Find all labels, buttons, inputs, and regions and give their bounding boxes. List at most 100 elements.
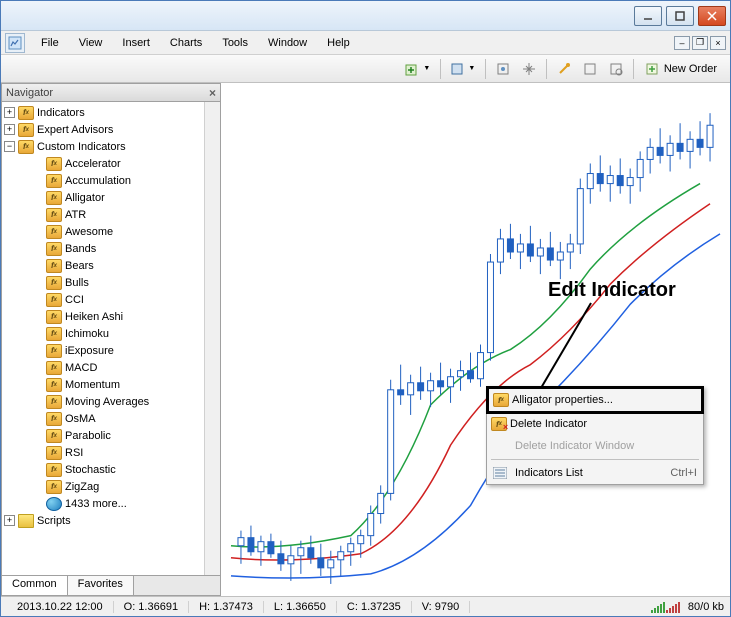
status-low: L: 1.36650 (264, 601, 337, 613)
cursor-button[interactable] (517, 58, 541, 80)
crosshair-button[interactable] (491, 58, 515, 80)
tree-item[interactable]: fxIchimoku (4, 325, 202, 342)
tree-item[interactable]: +fxExpert Advisors (4, 121, 202, 138)
chart-area[interactable]: fxAlligator properties...fx×Delete Indic… (221, 83, 730, 596)
tree-item-more[interactable]: 1433 more... (4, 495, 202, 512)
tree-toggle-icon[interactable]: + (4, 107, 15, 118)
menu-window[interactable]: Window (258, 34, 317, 52)
mdi-restore-button[interactable]: ❐ (692, 36, 708, 50)
fx-icon: fx (18, 106, 34, 120)
tree-toggle-icon[interactable]: + (4, 515, 15, 526)
profiles-button[interactable]: ▼ (446, 58, 480, 80)
tree-label: Custom Indicators (37, 141, 126, 153)
minimize-button[interactable] (634, 6, 662, 26)
tree-item[interactable]: fxMomentum (4, 376, 202, 393)
menu-view[interactable]: View (69, 34, 113, 52)
tree-item[interactable]: fxHeiken Ashi (4, 308, 202, 325)
fx-icon: fx (46, 174, 62, 188)
context-menu-item[interactable]: Indicators ListCtrl+I (487, 462, 703, 484)
menu-help[interactable]: Help (317, 34, 360, 52)
new-order-button[interactable]: New Order (639, 58, 724, 80)
context-menu-item[interactable]: fxAlligator properties... (486, 386, 704, 414)
fx-icon: fx (18, 140, 34, 154)
tree-item[interactable]: fxRSI (4, 444, 202, 461)
fx-icon: fx (46, 395, 62, 409)
main-window: FileViewInsertChartsToolsWindowHelp – ❐ … (0, 0, 731, 617)
tree-label: Bears (65, 260, 94, 272)
status-datetime: 2013.10.22 12:00 (7, 601, 114, 613)
tree-item[interactable]: fxiExposure (4, 342, 202, 359)
fx-icon: fx (46, 361, 62, 375)
fx-icon: fx (46, 429, 62, 443)
properties-icon: fx (493, 393, 509, 407)
tree-item[interactable]: fxStochastic (4, 461, 202, 478)
tree-item[interactable]: fxParabolic (4, 427, 202, 444)
fx-icon: fx (46, 242, 62, 256)
mdi-close-button[interactable]: × (710, 36, 726, 50)
tree-label: Alligator (65, 192, 105, 204)
tree-item[interactable]: fxATR (4, 206, 202, 223)
tree-item[interactable]: fxMoving Averages (4, 393, 202, 410)
navigator-title: Navigator (6, 87, 53, 99)
navigator-close-button[interactable]: × (209, 86, 216, 100)
status-high: H: 1.37473 (189, 601, 264, 613)
fx-icon: fx (18, 123, 34, 137)
tool-button-3[interactable] (604, 58, 628, 80)
tree-label: Bulls (65, 277, 89, 289)
tool-button-2[interactable] (578, 58, 602, 80)
tree-item[interactable]: fxAlligator (4, 189, 202, 206)
tree-label: Momentum (65, 379, 120, 391)
context-menu: fxAlligator properties...fx×Delete Indic… (486, 386, 704, 485)
navigator-tabs: Common Favorites (2, 575, 220, 595)
tree-item[interactable]: fxBands (4, 240, 202, 257)
tab-common[interactable]: Common (2, 576, 68, 595)
fx-icon: fx (46, 480, 62, 494)
tree-item[interactable]: fxAccumulation (4, 172, 202, 189)
statusbar: 2013.10.22 12:00 O: 1.36691 H: 1.37473 L… (1, 596, 730, 616)
tree-label: MACD (65, 362, 97, 374)
mdi-minimize-button[interactable]: – (674, 36, 690, 50)
fx-icon: fx (46, 293, 62, 307)
tree-item[interactable]: fxMACD (4, 359, 202, 376)
tree-label: Scripts (37, 515, 71, 527)
menu-charts[interactable]: Charts (160, 34, 212, 52)
tree-item[interactable]: fxAwesome (4, 223, 202, 240)
fx-icon: fx (46, 412, 62, 426)
close-button[interactable] (698, 6, 726, 26)
add-chart-button[interactable]: ▼ (401, 58, 435, 80)
menu-file[interactable]: File (31, 34, 69, 52)
fx-icon: fx (46, 310, 62, 324)
tree-item[interactable]: fxZigZag (4, 478, 202, 495)
tree-label: OsMA (65, 413, 96, 425)
tree-item[interactable]: fxOsMA (4, 410, 202, 427)
tree-item[interactable]: fxBears (4, 257, 202, 274)
tab-favorites[interactable]: Favorites (68, 576, 134, 595)
tree-item[interactable]: fxBulls (4, 274, 202, 291)
fx-icon: fx (46, 225, 62, 239)
tree-item[interactable]: fxAccelerator (4, 155, 202, 172)
tree-item[interactable]: +fxIndicators (4, 104, 202, 121)
tree-item[interactable]: −fxCustom Indicators (4, 138, 202, 155)
context-menu-label: Alligator properties... (512, 394, 613, 406)
context-menu-label: Indicators List (515, 467, 583, 479)
tree-toggle-icon[interactable]: − (4, 141, 15, 152)
fx-icon: fx (46, 191, 62, 205)
tree-item[interactable]: fxCCI (4, 291, 202, 308)
navigator-scrollbar[interactable] (204, 102, 220, 575)
tree-label: Parabolic (65, 430, 111, 442)
navigator-header: Navigator × (2, 84, 220, 102)
fx-icon: fx (46, 344, 62, 358)
tree-label: Stochastic (65, 464, 116, 476)
list-icon (491, 465, 509, 481)
context-menu-item[interactable]: fx×Delete Indicator (487, 413, 703, 435)
tool-button-1[interactable] (552, 58, 576, 80)
maximize-button[interactable] (666, 6, 694, 26)
navigator-tree[interactable]: +fxIndicators+fxExpert Advisors−fxCustom… (2, 102, 204, 575)
fx-icon: fx (46, 259, 62, 273)
menu-tools[interactable]: Tools (212, 34, 258, 52)
new-order-label: New Order (664, 63, 717, 75)
annotation-label: Edit Indicator (548, 279, 676, 302)
menu-insert[interactable]: Insert (112, 34, 160, 52)
tree-item[interactable]: + Scripts (4, 512, 202, 529)
tree-toggle-icon[interactable]: + (4, 124, 15, 135)
